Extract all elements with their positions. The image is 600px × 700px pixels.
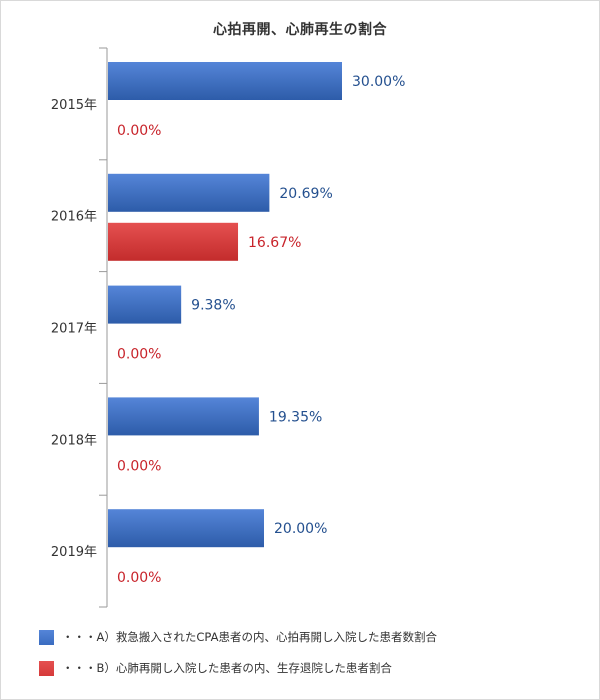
data-label-series-b: 16.67% — [248, 235, 301, 251]
data-label-series-a: 19.35% — [269, 409, 322, 425]
bar-series-a — [108, 62, 342, 100]
data-label-series-a: 30.00% — [352, 74, 405, 90]
data-label-series-b: 0.00% — [117, 123, 161, 139]
data-label-series-b: 0.00% — [117, 347, 161, 363]
legend-label-a: ・・・A）救急搬入されたCPA患者の内、心拍再開し入院した患者数割合 — [62, 630, 437, 644]
legend-swatch-b — [39, 660, 54, 676]
legend-item-a: ・・・A）救急搬入されたCPA患者の内、心拍再開し入院した患者数割合 — [39, 629, 437, 645]
data-label-series-a: 20.69% — [279, 186, 332, 202]
category-label: 2015年 — [51, 98, 97, 113]
data-label-series-a: 9.38% — [191, 298, 235, 314]
legend-item-b: ・・・B）心肺再開し入院した患者の内、生存退院した患者割合 — [39, 660, 437, 676]
bar-series-b — [108, 222, 239, 261]
legend: ・・・A）救急搬入されたCPA患者の内、心拍再開し入院した患者数割合 ・・・B）… — [39, 629, 437, 691]
bar-chart: 2015年 30.00% 0.00% 2016年 20.69% 16.67% 2017年 9.… — [51, 47, 405, 608]
category-label: 2019年 — [51, 545, 97, 560]
category-label: 2018年 — [51, 433, 97, 448]
data-label-series-b: 0.00% — [117, 458, 161, 474]
category-label: 2017年 — [51, 322, 97, 337]
bar-series-a — [108, 285, 182, 324]
bar-series-a — [108, 173, 270, 212]
bar-series-a — [108, 397, 259, 436]
data-label-series-a: 20.00% — [274, 521, 327, 537]
data-label-series-b: 0.00% — [117, 570, 161, 586]
chart-title: 心拍再開、心肺再生の割合 — [213, 22, 387, 38]
category-label: 2016年 — [51, 210, 97, 225]
legend-swatch-a — [39, 629, 54, 645]
bar-series-a — [108, 509, 264, 548]
legend-label-b: ・・・B）心肺再開し入院した患者の内、生存退院した患者割合 — [62, 661, 392, 675]
